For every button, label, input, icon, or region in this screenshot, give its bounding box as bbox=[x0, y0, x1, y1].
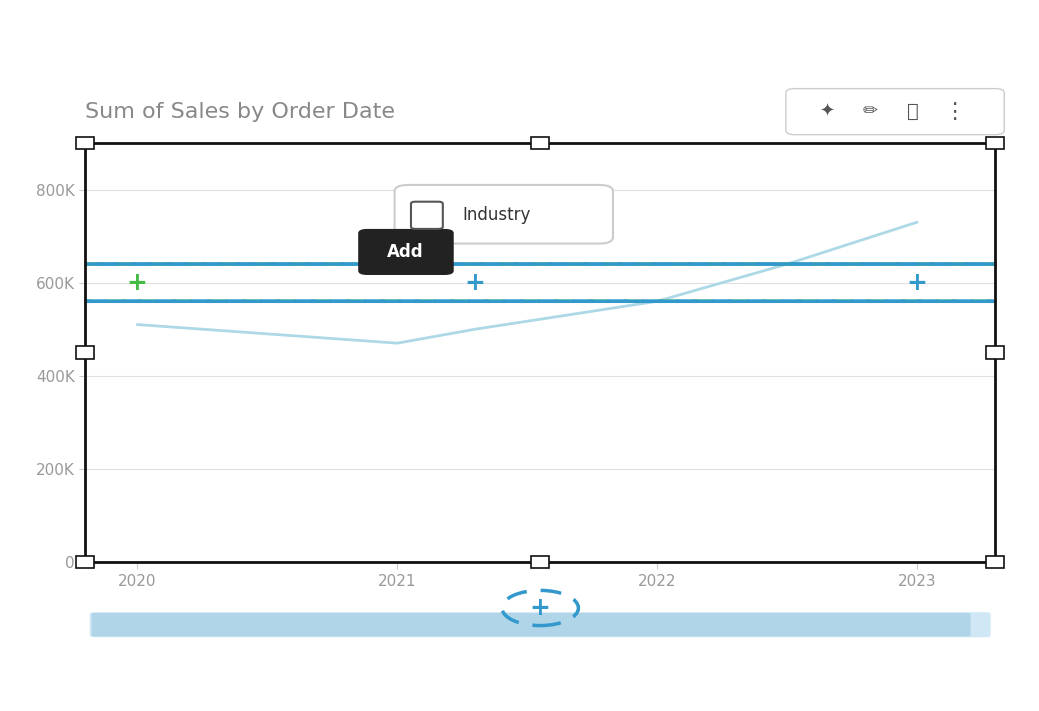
Text: ✦: ✦ bbox=[820, 102, 834, 121]
FancyBboxPatch shape bbox=[785, 89, 1005, 134]
FancyBboxPatch shape bbox=[91, 613, 970, 636]
Bar bbox=[76, 346, 95, 359]
FancyBboxPatch shape bbox=[89, 612, 990, 637]
Text: ✏: ✏ bbox=[862, 102, 877, 121]
Bar bbox=[531, 137, 550, 149]
Text: Sum of Sales by Order Date: Sum of Sales by Order Date bbox=[85, 102, 395, 122]
Text: +: + bbox=[907, 271, 928, 294]
Text: Add: Add bbox=[388, 243, 424, 261]
Text: +: + bbox=[127, 271, 148, 294]
Bar bbox=[531, 555, 550, 568]
FancyBboxPatch shape bbox=[395, 185, 613, 244]
FancyBboxPatch shape bbox=[411, 202, 443, 229]
Text: ⋮: ⋮ bbox=[943, 102, 965, 122]
Bar bbox=[986, 137, 1005, 149]
FancyBboxPatch shape bbox=[358, 229, 454, 275]
Bar bbox=[986, 346, 1005, 359]
Text: +: + bbox=[530, 596, 551, 620]
Text: Industry: Industry bbox=[462, 206, 531, 224]
Text: ⤢: ⤢ bbox=[907, 102, 920, 121]
Bar bbox=[76, 137, 95, 149]
Text: +: + bbox=[464, 271, 485, 294]
Bar bbox=[986, 555, 1005, 568]
Bar bbox=[76, 555, 95, 568]
